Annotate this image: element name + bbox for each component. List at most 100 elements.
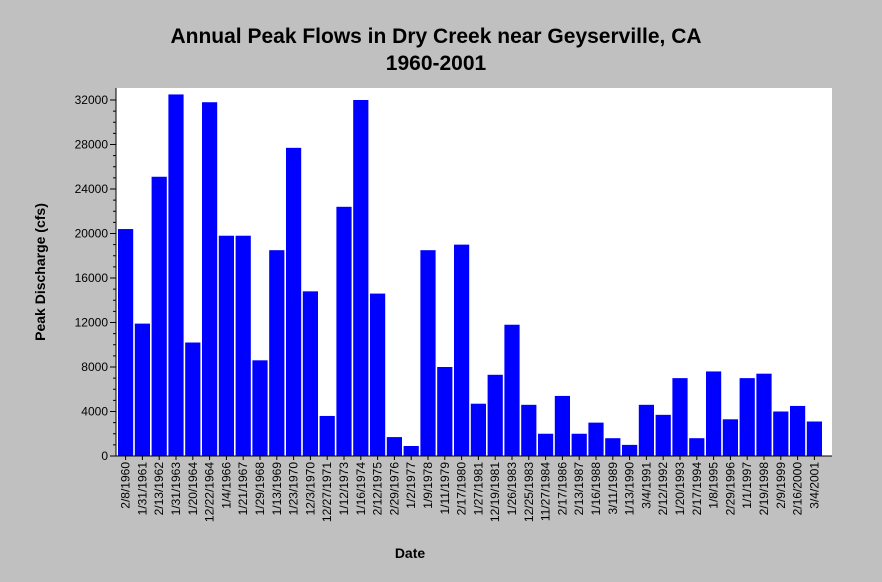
bar-1/13/1969 bbox=[269, 250, 285, 456]
y-axis-title: Peak Discharge (cfs) bbox=[32, 203, 48, 341]
x-tick-label: 2/29/1976 bbox=[387, 462, 401, 516]
x-tick-label: 1/13/1969 bbox=[270, 462, 284, 516]
x-tick-label: 3/11/1989 bbox=[606, 462, 620, 515]
bar-2/9/1999 bbox=[773, 411, 789, 456]
bar-1/4/1966 bbox=[218, 235, 234, 456]
x-tick-label: 1/20/1964 bbox=[186, 462, 200, 516]
x-tick-label: 1/31/1961 bbox=[135, 462, 149, 516]
y-tick-label: 8000 bbox=[81, 360, 108, 374]
y-tick-label: 0 bbox=[101, 449, 108, 463]
bar-2/29/1976 bbox=[386, 437, 402, 456]
bar-2/16/2000 bbox=[790, 405, 806, 456]
x-tick-label: 1/23/1970 bbox=[287, 462, 301, 516]
x-tick-label: 1/12/1973 bbox=[337, 462, 351, 516]
x-tick-label: 12/22/1964 bbox=[203, 462, 217, 522]
x-tick-label: 12/27/1971 bbox=[320, 462, 334, 522]
bar-12/3/1970 bbox=[302, 291, 318, 456]
x-tick-label: 1/21/1967 bbox=[236, 462, 250, 516]
bar-1/2/1977 bbox=[403, 445, 419, 456]
x-tick-label: 2/13/1987 bbox=[572, 462, 586, 516]
x-tick-label: 1/26/1983 bbox=[505, 462, 519, 516]
x-tick-label: 2/16/2000 bbox=[791, 462, 805, 516]
y-tick-label: 20000 bbox=[75, 227, 109, 241]
bar-1/20/1993 bbox=[672, 378, 688, 457]
bar-1/26/1983 bbox=[504, 324, 520, 456]
bar-1/1/1997 bbox=[739, 378, 755, 457]
x-tick-label: 1/27/1981 bbox=[471, 462, 485, 516]
bar-12/19/1981 bbox=[487, 374, 503, 456]
bar-2/12/1975 bbox=[370, 293, 386, 456]
bar-2/17/1980 bbox=[454, 244, 470, 457]
bar-3/4/1991 bbox=[638, 404, 654, 456]
bar-1/31/1961 bbox=[134, 323, 150, 456]
x-tick-label: 2/8/1960 bbox=[119, 462, 133, 509]
x-tick-label: 2/12/1975 bbox=[371, 462, 385, 516]
x-tick-label: 12/3/1970 bbox=[303, 462, 317, 516]
bar-2/17/1986 bbox=[554, 395, 570, 456]
x-tick-label: 1/20/1993 bbox=[673, 462, 687, 516]
bar-1/12/1973 bbox=[336, 206, 352, 456]
x-tick-label: 3/4/1991 bbox=[639, 462, 653, 509]
x-tick-label: 1/11/1979 bbox=[438, 462, 452, 515]
bar-12/22/1964 bbox=[202, 102, 218, 456]
x-tick-label: 2/13/1962 bbox=[152, 462, 166, 516]
x-tick-label: 12/25/1983 bbox=[522, 462, 536, 522]
y-tick-label: 12000 bbox=[75, 316, 109, 330]
x-tick-label: 2/19/1998 bbox=[757, 462, 771, 516]
bar-12/25/1983 bbox=[521, 404, 537, 456]
chart-title: Annual Peak Flows in Dry Creek near Geys… bbox=[170, 25, 701, 48]
bar-12/27/1971 bbox=[319, 415, 335, 456]
x-tick-label: 11/27/1984 bbox=[539, 462, 553, 521]
y-tick-label: 16000 bbox=[75, 271, 109, 285]
x-tick-label: 1/9/1978 bbox=[421, 462, 435, 509]
x-tick-label: 2/17/1994 bbox=[690, 462, 704, 516]
bar-3/4/2001 bbox=[806, 421, 822, 456]
x-tick-label: 1/13/1990 bbox=[623, 462, 637, 516]
x-tick-label: 2/29/1996 bbox=[723, 462, 737, 516]
x-tick-label: 1/16/1988 bbox=[589, 462, 603, 516]
bar-1/27/1981 bbox=[470, 403, 486, 456]
bar-2/12/1992 bbox=[655, 414, 671, 456]
bar-1/8/1995 bbox=[706, 371, 722, 456]
bar-2/29/1996 bbox=[722, 419, 738, 456]
x-tick-label: 1/29/1968 bbox=[253, 462, 267, 516]
x-tick-label: 3/4/2001 bbox=[807, 462, 821, 509]
bar-1/29/1968 bbox=[252, 360, 268, 456]
bar-3/11/1989 bbox=[605, 438, 621, 456]
x-tick-label: 1/2/1977 bbox=[404, 462, 418, 509]
bar-2/19/1998 bbox=[756, 373, 772, 456]
y-axis: 0 4000 8000 12000 16000 20000 24000 28000 32000 bbox=[75, 88, 117, 463]
bar-2/13/1987 bbox=[571, 433, 587, 456]
bar-series bbox=[118, 94, 822, 457]
x-tick-label: 1/8/1995 bbox=[707, 462, 721, 509]
x-tick-label: 1/1/1997 bbox=[740, 462, 754, 509]
bar-2/13/1962 bbox=[151, 176, 167, 456]
x-tick-label: 2/17/1986 bbox=[555, 462, 569, 516]
x-tick-label: 2/17/1980 bbox=[455, 462, 469, 516]
y-tick-label: 28000 bbox=[75, 138, 109, 152]
bar-1/20/1964 bbox=[185, 342, 201, 456]
bar-1/31/1963 bbox=[168, 94, 184, 456]
x-axis-title: Date bbox=[395, 545, 426, 561]
bar-11/27/1984 bbox=[538, 433, 554, 456]
bar-1/13/1990 bbox=[622, 444, 638, 457]
y-tick-label: 24000 bbox=[75, 182, 109, 196]
x-tick-label: 1/16/1974 bbox=[354, 462, 368, 516]
bar-1/21/1967 bbox=[235, 235, 251, 456]
x-tick-label: 2/9/1999 bbox=[774, 462, 788, 509]
chart-subtitle: 1960-2001 bbox=[386, 52, 487, 75]
bar-1/11/1979 bbox=[437, 367, 453, 456]
bar-1/23/1970 bbox=[286, 147, 302, 456]
bar-2/17/1994 bbox=[689, 438, 705, 456]
x-axis: 2/8/1960 1/31/1961 2/13/1962 1/31/1963 1/20/… bbox=[116, 455, 832, 522]
x-tick-label: 1/4/1966 bbox=[219, 462, 233, 509]
bar-1/16/1988 bbox=[588, 422, 604, 457]
bar-1/9/1978 bbox=[420, 250, 436, 456]
bar-2/8/1960 bbox=[118, 229, 134, 456]
x-tick-label: 12/19/1981 bbox=[488, 462, 502, 522]
y-tick-label: 4000 bbox=[81, 405, 108, 419]
y-tick-label: 32000 bbox=[75, 93, 109, 107]
x-tick-label: 1/31/1963 bbox=[169, 462, 183, 516]
